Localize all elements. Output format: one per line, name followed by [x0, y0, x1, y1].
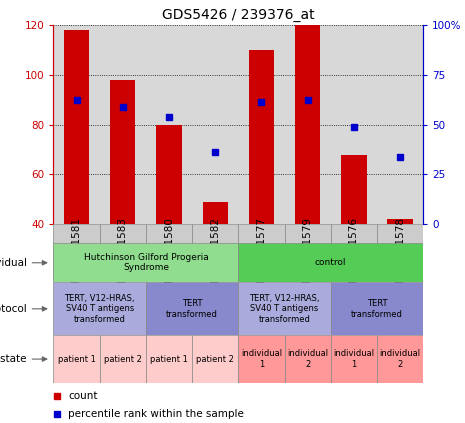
Text: individual
2: individual 2 [287, 349, 328, 369]
FancyBboxPatch shape [238, 224, 285, 279]
Text: protocol: protocol [0, 304, 27, 314]
FancyBboxPatch shape [53, 243, 239, 282]
FancyBboxPatch shape [146, 224, 192, 279]
FancyBboxPatch shape [285, 335, 331, 383]
Text: patient 1: patient 1 [58, 354, 95, 364]
FancyBboxPatch shape [239, 335, 285, 383]
FancyBboxPatch shape [239, 282, 331, 335]
Text: TERT, V12-HRAS,
SV40 T antigens
transformed: TERT, V12-HRAS, SV40 T antigens transfor… [65, 294, 135, 324]
Text: GSM1481582: GSM1481582 [210, 217, 220, 287]
FancyBboxPatch shape [100, 224, 146, 279]
Text: TERT
transformed: TERT transformed [351, 299, 403, 319]
Text: patient 1: patient 1 [150, 354, 188, 364]
Title: GDS5426 / 239376_at: GDS5426 / 239376_at [162, 8, 315, 22]
Bar [110, 80, 135, 224]
Text: TERT, V12-HRAS,
SV40 T antigens
transformed: TERT, V12-HRAS, SV40 T antigens transfor… [249, 294, 320, 324]
Bar [387, 219, 413, 224]
Bar [295, 25, 320, 224]
FancyBboxPatch shape [331, 335, 377, 383]
Text: GSM1481580: GSM1481580 [164, 217, 174, 287]
FancyBboxPatch shape [331, 224, 377, 279]
Text: control: control [315, 258, 346, 267]
Bar [202, 202, 228, 224]
Text: patient 2: patient 2 [104, 354, 142, 364]
FancyBboxPatch shape [53, 282, 146, 335]
FancyBboxPatch shape [331, 282, 423, 335]
Text: individual
2: individual 2 [379, 349, 421, 369]
Text: GSM1481576: GSM1481576 [349, 217, 359, 287]
Text: GSM1481579: GSM1481579 [303, 217, 312, 287]
FancyBboxPatch shape [53, 224, 100, 279]
Text: percentile rank within the sample: percentile rank within the sample [68, 409, 244, 419]
Text: individual: individual [0, 258, 27, 268]
Bar [156, 125, 182, 224]
Text: count: count [68, 391, 98, 401]
Bar [249, 50, 274, 224]
FancyBboxPatch shape [239, 243, 423, 282]
FancyBboxPatch shape [377, 224, 423, 279]
Text: GSM1481583: GSM1481583 [118, 217, 128, 287]
Text: GSM1481581: GSM1481581 [72, 217, 81, 287]
FancyBboxPatch shape [285, 224, 331, 279]
FancyBboxPatch shape [192, 224, 238, 279]
FancyBboxPatch shape [377, 335, 423, 383]
Text: GSM1481577: GSM1481577 [256, 217, 266, 287]
FancyBboxPatch shape [53, 335, 100, 383]
Text: individual
1: individual 1 [333, 349, 374, 369]
Bar [341, 155, 366, 224]
Bar [64, 30, 89, 224]
Text: TERT
transformed: TERT transformed [166, 299, 218, 319]
Text: Hutchinson Gilford Progeria
Syndrome: Hutchinson Gilford Progeria Syndrome [84, 253, 208, 272]
FancyBboxPatch shape [100, 335, 146, 383]
Text: GSM1481578: GSM1481578 [395, 217, 405, 287]
FancyBboxPatch shape [146, 282, 239, 335]
Text: individual
1: individual 1 [241, 349, 282, 369]
FancyBboxPatch shape [146, 335, 192, 383]
Text: disease state: disease state [0, 354, 27, 364]
Text: patient 2: patient 2 [196, 354, 234, 364]
FancyBboxPatch shape [192, 335, 239, 383]
